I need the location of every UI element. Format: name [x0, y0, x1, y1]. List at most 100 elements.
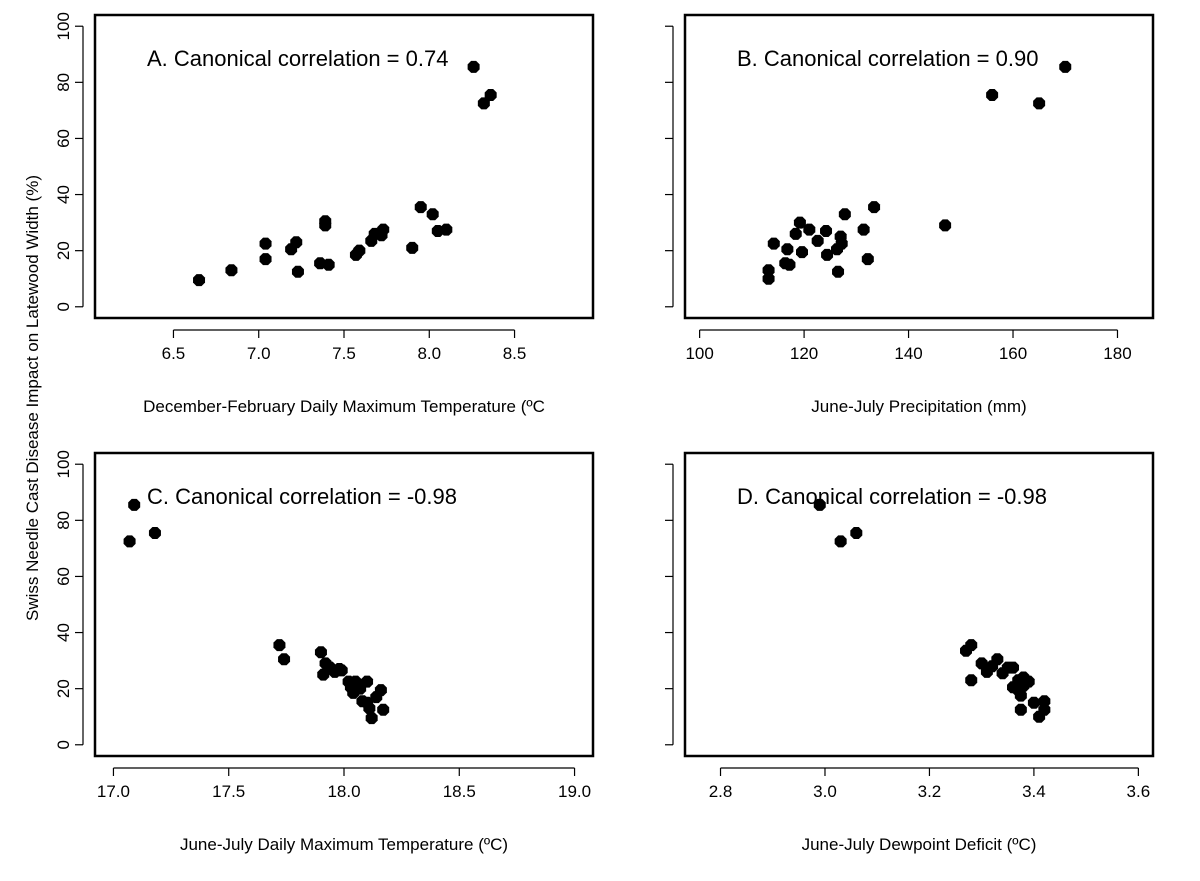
- panel-a-data-point: [225, 264, 238, 277]
- panel-a-data-point: [290, 236, 303, 249]
- panel-a-data-point: [259, 253, 272, 266]
- panel-a-data-point: [353, 244, 366, 257]
- panel-b-data-point: [835, 237, 848, 250]
- panel-b-points: [762, 60, 1072, 285]
- panel-d-x-tick-label: 3.2: [918, 782, 942, 801]
- panel-b-x-axis-title: June-July Precipitation (mm): [811, 397, 1026, 416]
- panel-c-y-tick-label: 80: [54, 511, 73, 530]
- panel-b-data-point: [811, 234, 824, 247]
- panel-b-data-point: [793, 216, 806, 229]
- panel-d-frame: [683, 451, 1155, 758]
- panel-c-y-tick-label: 0: [54, 740, 73, 749]
- panel-a-x-tick-label: 8.0: [417, 344, 441, 363]
- panel-b-data-point: [857, 223, 870, 236]
- panel-a-data-point: [322, 258, 335, 271]
- panel-a-frame: [93, 13, 595, 320]
- panel-c-y-tick-label: 100: [54, 450, 73, 478]
- panel-a-y-tick-label: 20: [54, 241, 73, 260]
- panel-a-data-point: [477, 97, 490, 110]
- panel-b-data-point: [783, 258, 796, 271]
- panel-b-x-tick-label: 100: [685, 344, 713, 363]
- panels-group: 6.5 7.0 7.5 8.0 8.5 0 20 40 60 80 100 December-Febr…: [54, 12, 1155, 854]
- panel-c-data-point: [365, 712, 378, 725]
- panel-d-x-axis: 2.8 3.0 3.2 3.4 3.6: [709, 767, 1150, 801]
- panel-a-y-tick-label: 100: [54, 12, 73, 40]
- shared-y-axis-label: Swiss Needle Cast Disease Impact on Late…: [23, 175, 42, 621]
- panel-d-data-point: [965, 639, 978, 652]
- panel-d-x-axis-title: June-July Dewpoint Deficit (ºC): [802, 835, 1037, 854]
- panel-b-data-point: [820, 225, 833, 238]
- panel-c-data-point: [377, 703, 390, 716]
- panel-a-data-point: [319, 219, 332, 232]
- panel-d-x-tick-label: 3.4: [1022, 782, 1046, 801]
- panel-c-data-point: [273, 639, 286, 652]
- panel-a-data-point: [259, 237, 272, 250]
- panel-d-data-point: [965, 674, 978, 687]
- panel-a-data-point: [406, 241, 419, 254]
- panel-c-y-axis: 0 20 40 60 80 100: [54, 450, 84, 750]
- panel-d-data-point: [834, 535, 847, 548]
- panel-b-data-point: [1033, 97, 1046, 110]
- panel-c-x-tick-label: 18.0: [327, 782, 360, 801]
- panel-b-data-point: [781, 243, 794, 256]
- panel-c-y-tick-label: 40: [54, 623, 73, 642]
- panel-d-data-point: [1014, 703, 1027, 716]
- panel-d-data-point: [1038, 703, 1051, 716]
- panel-a-data-point: [440, 223, 453, 236]
- panel-c-data-point: [335, 664, 348, 677]
- panel-d-data-point: [1014, 689, 1027, 702]
- panel-c-x-tick-label: 17.0: [97, 782, 130, 801]
- panel-b-data-point: [861, 253, 874, 266]
- panel-b-x-tick-label: 120: [790, 344, 818, 363]
- panel-b-frame: [683, 13, 1155, 320]
- panel-b-data-point: [803, 223, 816, 236]
- panel-a-data-point: [193, 274, 206, 287]
- panel-a-data-point: [426, 208, 439, 221]
- panel-c-x-tick-label: 18.5: [443, 782, 476, 801]
- panel-d-y-axis: [665, 463, 674, 746]
- panel-d-data-point: [1007, 661, 1020, 674]
- panel-b-data-point: [832, 265, 845, 278]
- panel-b: 100 120 140 160 180 June-July Precipitation (…: [665, 13, 1155, 416]
- panel-d-data-point: [850, 526, 863, 539]
- panel-c-data-point: [363, 702, 376, 715]
- panel-c-y-tick-label: 60: [54, 567, 73, 586]
- panel-b-data-point: [939, 219, 952, 232]
- panel-c-x-tick-label: 17.5: [212, 782, 245, 801]
- panel-b-x-tick-label: 160: [999, 344, 1027, 363]
- panel-a-points: [193, 60, 497, 287]
- panel-a-data-point: [377, 223, 390, 236]
- panel-b-data-point: [796, 246, 808, 259]
- panel-b-data-point: [767, 237, 780, 250]
- panel-a-x-tick-label: 7.5: [332, 344, 356, 363]
- panel-b-data-point: [868, 201, 881, 214]
- panel-a-y-tick-label: 40: [54, 185, 73, 204]
- panel-a-x-tick-label: 6.5: [162, 344, 186, 363]
- panel-a-x-tick-label: 7.0: [247, 344, 271, 363]
- panel-a-y-tick-label: 0: [54, 302, 73, 311]
- panel-c-points: [123, 498, 390, 725]
- panel-a-x-axis-title: December-February Daily Maximum Temperat…: [143, 397, 545, 416]
- panel-c-annotation: C. Canonical correlation = -0.98: [147, 484, 457, 509]
- panel-b-x-tick-label: 140: [894, 344, 922, 363]
- panel-b-data-point: [789, 227, 802, 240]
- panel-a-data-point: [484, 88, 497, 101]
- panel-b-y-axis: [665, 25, 674, 308]
- panel-c-data-point: [361, 675, 374, 688]
- panel-a-y-tick-label: 80: [54, 73, 73, 92]
- panel-a-x-tick-label: 8.5: [503, 344, 527, 363]
- panel-a-y-axis: 0 20 40 60 80 100: [54, 12, 84, 312]
- panel-c-data-point: [314, 646, 327, 659]
- panel-c-frame: [93, 451, 595, 758]
- panel-b-x-tick-label: 180: [1103, 344, 1131, 363]
- panel-d: 2.8 3.0 3.2 3.4 3.6 June-July Dewpoint Defici…: [665, 451, 1155, 854]
- panel-c-x-axis-title: June-July Daily Maximum Temperature (ºC): [180, 835, 508, 854]
- panel-c-y-tick-label: 20: [54, 679, 73, 698]
- panel-c-data-point: [128, 498, 141, 511]
- panel-b-data-point: [986, 88, 999, 101]
- panel-d-data-point: [813, 498, 826, 511]
- panel-c: 17.0 17.5 18.0 18.5 19.0 0 20 40 60 80 100 June-Jul…: [54, 450, 595, 854]
- panel-d-x-tick-label: 2.8: [709, 782, 733, 801]
- panel-b-x-axis: 100 120 140 160 180: [685, 329, 1132, 363]
- panel-a-annotation: A. Canonical correlation = 0.74: [147, 46, 448, 71]
